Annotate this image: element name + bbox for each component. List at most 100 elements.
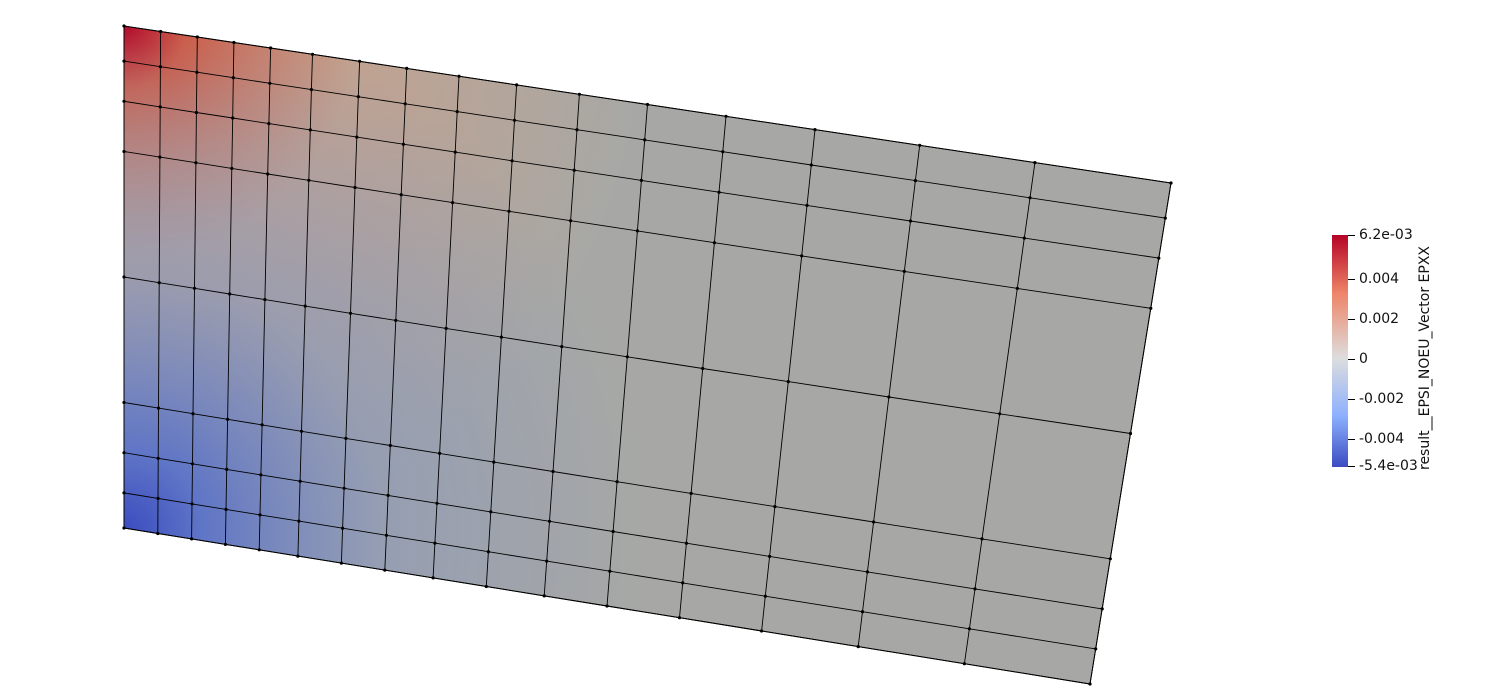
colorbar-title: result__EPSI_NOEU_Vector EPXX (1417, 245, 1433, 470)
colorbar-tick (1348, 279, 1355, 280)
mesh-node (800, 254, 804, 258)
colorbar-tick (1348, 439, 1355, 440)
mesh-node (394, 318, 398, 322)
mesh-node (386, 493, 390, 497)
mesh-node (455, 110, 459, 114)
mesh-node (190, 502, 194, 506)
mesh-node (872, 520, 876, 524)
mesh-node (307, 178, 311, 182)
mesh-node (157, 281, 161, 285)
mesh-node (512, 118, 517, 122)
mesh-node (805, 203, 809, 207)
colorbar-tick (1348, 319, 1355, 320)
mesh-node (342, 486, 346, 490)
colorbar-tick (1348, 359, 1355, 360)
mesh-node (228, 292, 232, 296)
mesh-node (908, 219, 913, 223)
mesh-node (489, 510, 493, 514)
mesh-node (195, 70, 199, 74)
mesh-node (158, 105, 162, 109)
mesh-node (967, 627, 972, 631)
mesh-node (191, 412, 195, 416)
mesh-node (190, 462, 195, 466)
mesh-node (635, 229, 640, 233)
mesh-node (625, 355, 629, 359)
mesh-node (268, 81, 272, 85)
mesh-node (401, 142, 405, 146)
mesh-node (1022, 236, 1026, 240)
mesh-node (510, 159, 514, 163)
mesh-node (492, 460, 496, 464)
mesh-node (486, 550, 490, 554)
mesh-node (435, 501, 439, 505)
plate-outline (123, 25, 1172, 685)
mesh-node (266, 172, 270, 176)
mesh-node (388, 443, 392, 448)
mesh-node (308, 128, 312, 132)
colorbar-tick-max (1348, 235, 1355, 236)
colorbar-tick-label: -0.004 (1359, 431, 1405, 447)
colorbar-max-label: 6.2e-03 (1359, 227, 1413, 243)
colorbar-tick-min (1348, 466, 1355, 467)
mesh-node (569, 219, 573, 223)
mesh-node (356, 95, 360, 99)
mesh-node (303, 304, 307, 308)
mesh-node (194, 161, 198, 165)
mesh-node (259, 473, 263, 477)
mesh-node (341, 526, 345, 530)
mesh-node (773, 505, 777, 509)
colorbar-gradient (1332, 235, 1348, 467)
mesh-node (973, 587, 977, 591)
mesh-node (225, 467, 229, 471)
mesh-node (263, 298, 267, 302)
mesh-node (865, 570, 870, 574)
mesh-node (786, 380, 790, 384)
mesh-node (230, 166, 234, 170)
mesh-node (156, 496, 160, 500)
mesh-node (399, 193, 403, 197)
mesh-node (575, 128, 579, 132)
mesh-node (763, 594, 767, 598)
mesh-node (299, 429, 304, 433)
mesh-node (887, 395, 891, 399)
mesh-node (403, 102, 407, 106)
mesh-node (194, 110, 198, 115)
mesh-node (499, 335, 503, 339)
mesh-node (608, 569, 612, 573)
mesh-node (451, 201, 455, 205)
colorbar-tick-label: 0.002 (1359, 311, 1400, 327)
mesh-node (611, 529, 615, 534)
mesh-node (192, 286, 197, 290)
mesh-node (980, 537, 984, 541)
mesh-node (231, 116, 235, 120)
mesh-node (156, 456, 160, 460)
mesh-node (384, 533, 388, 537)
mesh-node (348, 311, 353, 315)
colorbar-tick (1348, 399, 1355, 400)
colorbar-tick-label: -0.002 (1359, 391, 1405, 407)
colorbar-tick-label: 0.004 (1359, 271, 1400, 287)
mesh-node (1028, 196, 1032, 200)
mesh-node (260, 423, 264, 427)
mesh-node (231, 76, 235, 80)
mesh-node (438, 451, 442, 455)
mesh-node (158, 155, 162, 159)
mesh-node (998, 412, 1002, 416)
mesh-node (258, 513, 262, 517)
mesh-node (809, 163, 813, 167)
mesh-node (768, 554, 772, 559)
mesh-node (545, 559, 549, 563)
mesh-node (224, 507, 228, 511)
mesh-node (433, 541, 437, 545)
mesh-node (309, 88, 313, 92)
mesh-node (297, 519, 301, 523)
mesh-node (615, 480, 619, 484)
mesh-node (551, 469, 555, 474)
mesh-node (344, 436, 348, 440)
mesh-node (1015, 286, 1019, 290)
mesh-node (507, 209, 511, 213)
mesh-node (717, 190, 721, 194)
mesh-node (355, 135, 359, 139)
mesh-node (902, 269, 906, 273)
